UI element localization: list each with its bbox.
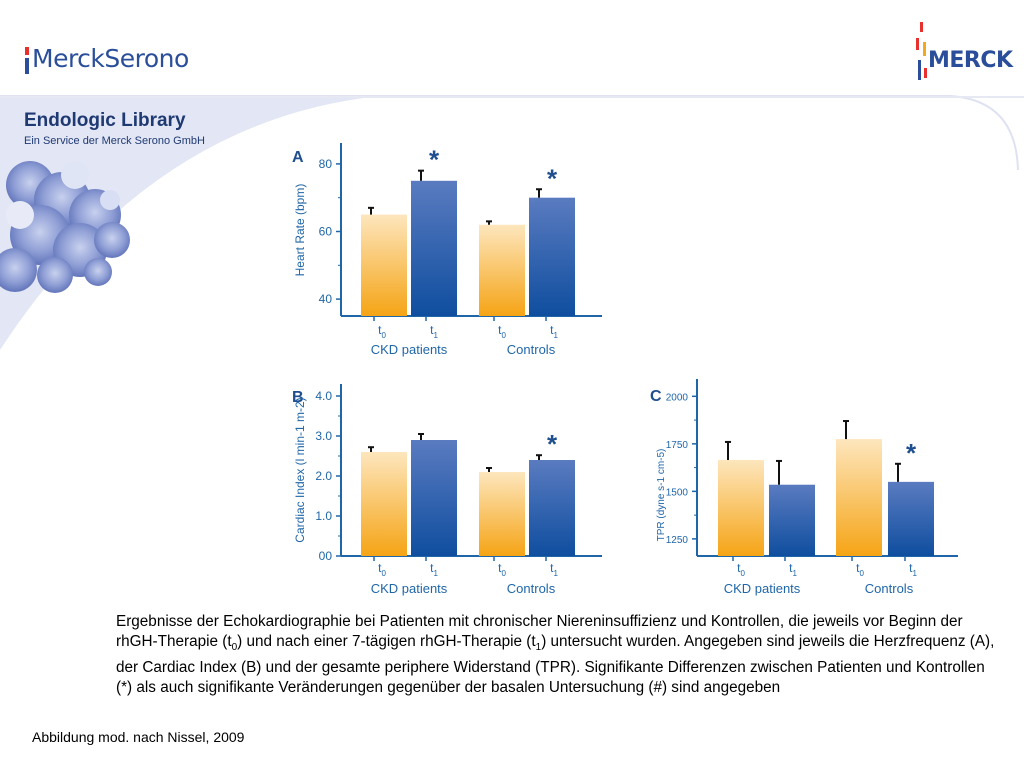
- chart-c-ytick-label: 2000: [666, 392, 689, 403]
- chart-b-group-label: Controls: [507, 581, 556, 596]
- chart-a-ylabel: Heart Rate (bpm): [293, 184, 307, 277]
- chart-c-ytick-label: 1500: [666, 487, 689, 498]
- chart-b-xtick-label: t1: [550, 561, 558, 578]
- merck-serono-logo: MerckSerono: [24, 38, 189, 78]
- chart-b-ytick-label: 2.0: [315, 469, 332, 483]
- chart-c-xtick-label: t1: [789, 561, 797, 578]
- chart-c-xtick-label: t0: [856, 561, 864, 578]
- chart-b-xtick-label: t0: [378, 561, 386, 578]
- chart-c-ytick-label: 1250: [666, 535, 689, 546]
- molecule-illustration: [0, 161, 130, 293]
- chart-a-ytick-label: 60: [319, 225, 333, 239]
- chart-a-ytick-label: 40: [319, 292, 333, 306]
- chart-b-group-label: CKD patients: [371, 581, 448, 596]
- chart-a-xtick-label: t1: [430, 323, 438, 340]
- chart-a-xtick-label: t1: [550, 323, 558, 340]
- library-title: Endologic Library: [24, 110, 186, 131]
- chart-b-ytick-label: 4.0: [315, 389, 332, 403]
- chart-c-panel-letter: C: [650, 388, 662, 405]
- chart-a-bar: [529, 197, 575, 316]
- chart-a-group-label: Controls: [507, 342, 556, 357]
- merck-logo-bars-icon: [916, 22, 927, 80]
- chart-c-group-label: CKD patients: [724, 581, 801, 596]
- chart-c-xtick-label: t1: [909, 561, 917, 578]
- chart-b-ytick-label: 1.0: [315, 509, 332, 523]
- chart-b-panel-letter: B: [292, 389, 304, 406]
- chart-a-panel-letter: A: [292, 149, 304, 166]
- chart-c-bar: [718, 459, 764, 556]
- logo-left-text: MerckSerono: [32, 43, 189, 73]
- merck-logo: MERCK: [914, 20, 1013, 84]
- chart-c-bar: [888, 481, 934, 556]
- chart-b-ylabel: Cardiac Index (l min-1 m-2): [293, 397, 307, 542]
- chart-b-significance-marker: *: [547, 429, 558, 459]
- chart-c-ylabel: TPR (dyne s-1 cm-5): [656, 449, 667, 542]
- chart-b-ytick-label: 3.0: [315, 429, 332, 443]
- chart-a-bar: [411, 180, 457, 316]
- figure-caption: Ergebnisse der Echokardiographie bei Pat…: [116, 613, 995, 697]
- library-subtitle: Ein Service der Merck Serono GmbH: [24, 135, 205, 147]
- chart-b-bar: [479, 472, 525, 556]
- figure-source: Abbildung mod. nach Nissel, 2009: [32, 729, 245, 745]
- chart-c-ytick-label: 1750: [666, 440, 689, 451]
- logo-bars-icon: [24, 41, 30, 75]
- chart-a-xtick-label: t0: [498, 323, 506, 340]
- chart-c-significance-marker: *: [906, 438, 917, 468]
- chart-c-xtick-label: t0: [737, 561, 745, 578]
- chart-a-ytick-label: 80: [319, 157, 333, 171]
- chart-b-xtick-label: t1: [430, 561, 438, 578]
- chart-b-ytick-label: 00: [319, 549, 333, 563]
- chart-c-bar: [769, 484, 815, 556]
- chart-a-significance-marker: *: [547, 163, 558, 193]
- chart-a-group-label: CKD patients: [371, 342, 448, 357]
- logo-right-text: MERCK: [928, 48, 1013, 73]
- chart-b-xtick-label: t0: [498, 561, 506, 578]
- chart-a-bar: [479, 224, 525, 316]
- chart-a-xtick-label: t0: [378, 323, 386, 340]
- chart-b-bar: [361, 452, 407, 556]
- chart-a-bar: [361, 214, 407, 316]
- chart-b-bar: [411, 440, 457, 556]
- chart-c-group-label: Controls: [865, 581, 914, 596]
- chart-b-bar: [529, 460, 575, 556]
- chart-a-significance-marker: *: [429, 145, 440, 175]
- chart-c-bar: [836, 439, 882, 556]
